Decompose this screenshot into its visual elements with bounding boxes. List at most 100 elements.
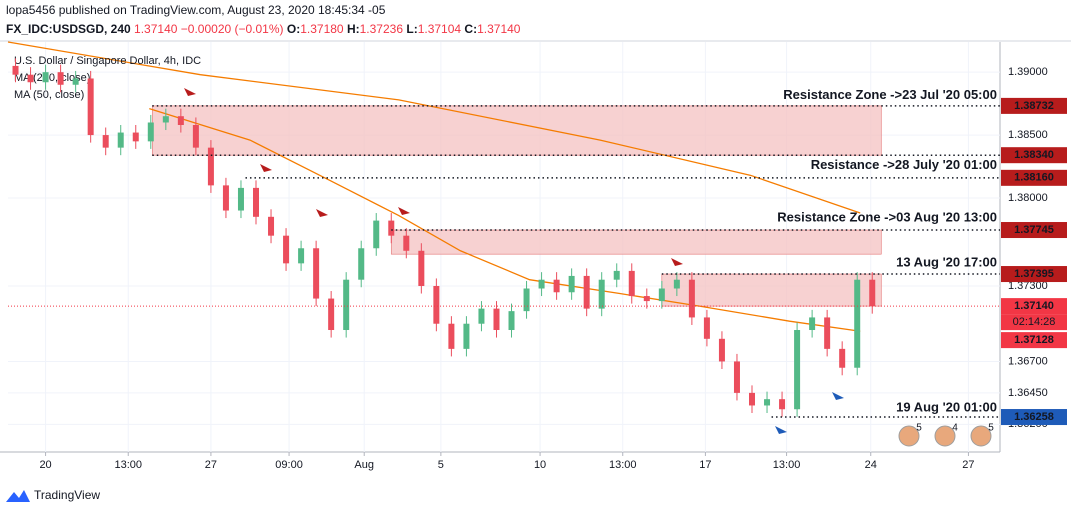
signal-icon — [184, 88, 196, 96]
candle-body — [388, 220, 395, 236]
candle-body — [162, 116, 169, 123]
moving-average — [149, 108, 861, 332]
candle-body — [703, 317, 710, 339]
candle-body — [749, 392, 755, 406]
candle-body — [538, 279, 545, 289]
footer: TradingView — [6, 488, 100, 502]
candle-body — [343, 279, 350, 331]
price-label-box — [1001, 147, 1067, 164]
candle-body — [613, 270, 620, 280]
candle-body — [87, 78, 94, 136]
candle-body — [854, 279, 861, 368]
candle-body — [313, 248, 320, 299]
annotation: 19 Aug '20 01:00 — [896, 399, 997, 414]
candle-body — [628, 270, 635, 297]
annotation: Resistance Zone ->23 Jul '20 05:00 — [783, 87, 997, 102]
candle-body — [553, 279, 560, 293]
candle-body — [253, 187, 259, 217]
candle-body — [583, 275, 590, 309]
annotation: Resistance Zone ->03 Aug '20 13:00 — [777, 209, 997, 224]
candle-body — [478, 308, 485, 324]
resistance-zone — [151, 105, 882, 156]
candle-body — [132, 132, 139, 142]
x-tick-label: 13:00 — [114, 459, 142, 471]
y-tick-label: 1.37300 — [1008, 280, 1048, 292]
symbol-line: FX_IDC:USDSGD, 240 1.37140 −0.00020 (−0.… — [6, 22, 521, 36]
ohlc-key: O: — [287, 22, 300, 36]
price-label-box — [1001, 169, 1067, 186]
candle-body — [824, 317, 831, 349]
candle-body — [192, 125, 199, 148]
candle-body — [42, 72, 49, 83]
price-label: 1.38732 — [1014, 100, 1054, 112]
x-tick-label: 09:00 — [275, 459, 303, 471]
price-label: 1.36258 — [1014, 411, 1054, 423]
price-label: 1.37140 — [1014, 300, 1054, 312]
candle-body — [268, 216, 275, 236]
candle-body — [403, 235, 410, 251]
logo — [6, 490, 30, 502]
x-tick-label: 24 — [865, 459, 877, 471]
signal-icon — [832, 392, 844, 400]
price-label-box — [1001, 298, 1067, 315]
candle-body — [718, 338, 725, 362]
candle-body — [27, 74, 34, 83]
signal-icon — [316, 209, 328, 217]
candle-body — [568, 275, 575, 293]
candle-body — [283, 235, 290, 264]
candle-body — [643, 296, 650, 302]
x-tick-label: 5 — [438, 459, 444, 471]
candle-body — [222, 185, 229, 211]
y-tick-label: 1.38000 — [1008, 192, 1048, 204]
price-label-box — [1001, 332, 1067, 349]
ohlc-key: H: — [347, 22, 360, 36]
candle-body — [117, 132, 124, 148]
resistance-zone — [390, 229, 882, 255]
candle-body — [177, 116, 184, 126]
ohlc-key: L: — [406, 22, 417, 36]
signal-icon — [260, 164, 272, 172]
x-tick-label: 13:00 — [609, 459, 637, 471]
price-label: 1.38340 — [1014, 149, 1054, 161]
candle-body — [523, 288, 530, 312]
x-tick-label: 17 — [699, 459, 711, 471]
candle-body — [72, 78, 79, 85]
x-tick-label: 10 — [534, 459, 546, 471]
candle-body — [57, 72, 64, 85]
candle-body — [147, 122, 154, 142]
event-flag — [970, 425, 992, 447]
candle-body — [688, 279, 695, 318]
brand: TradingView — [34, 488, 100, 502]
candle-body — [673, 279, 680, 289]
candle-body — [779, 399, 786, 410]
candle-body — [733, 361, 740, 393]
price: 1.37140 — [134, 22, 178, 36]
price-label-box — [1001, 222, 1067, 239]
annotation: Resistance ->28 July '20 01:00 — [811, 157, 997, 172]
price-label: 1.37128 — [1014, 334, 1054, 346]
candle-body — [869, 279, 876, 307]
ohlc-value: 1.37140 — [477, 22, 521, 36]
event-flag — [898, 425, 920, 447]
candle-body — [463, 323, 470, 349]
candle-body — [598, 279, 605, 309]
y-tick-label: 1.36700 — [1008, 355, 1048, 367]
candle-body — [433, 285, 440, 324]
event-count: 4 — [952, 423, 958, 434]
candle-body — [358, 248, 365, 280]
candle-body — [809, 317, 816, 331]
price-label: 1.37745 — [1014, 224, 1054, 236]
legend-entry: MA (200, close) — [14, 72, 90, 84]
candle-body — [207, 147, 214, 186]
x-tick-label: Aug — [354, 459, 374, 471]
candle-body — [12, 65, 19, 75]
y-tick-label: 1.39000 — [1008, 66, 1048, 78]
candle-body — [328, 298, 335, 331]
ohlc-value: 1.37236 — [360, 22, 404, 36]
price-label-box — [1001, 97, 1067, 114]
price-label-box — [1001, 266, 1067, 283]
countdown: 02:14:28 — [1013, 316, 1056, 328]
signal-icon — [398, 207, 410, 215]
legend-entry: MA (50, close) — [14, 89, 84, 101]
